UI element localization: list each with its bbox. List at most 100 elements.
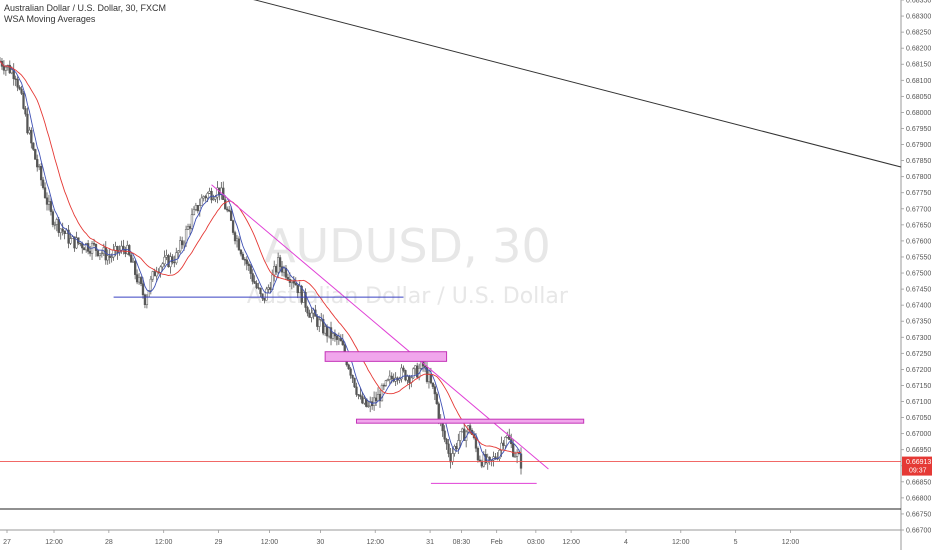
time-tick-label: 12:00 [562, 539, 580, 546]
price-tick-label: 0.67050 [906, 415, 931, 422]
candle-body [214, 196, 217, 200]
candle-body [455, 446, 458, 450]
candle-body [143, 294, 147, 305]
candle-body [188, 226, 192, 229]
candle-body [296, 284, 299, 294]
time-tick-label: 12:00 [155, 539, 173, 546]
candle-body [247, 263, 250, 266]
candle-body [175, 252, 178, 264]
candle-body [374, 397, 378, 402]
candle-body [231, 220, 235, 233]
candle-body [134, 260, 137, 275]
candle-body [112, 250, 115, 258]
candle-body [292, 280, 295, 284]
candle-body [351, 375, 354, 379]
price-tick-label: 0.67550 [906, 254, 931, 261]
symbol-title: Australian Dollar / U.S. Dollar, 30, FXC… [4, 3, 167, 13]
candle-body [228, 209, 231, 212]
candle-body [20, 88, 23, 94]
time-tick-label: 27 [3, 539, 11, 546]
candle-body [251, 273, 254, 282]
candle-body [63, 231, 66, 234]
candle-body [43, 187, 47, 199]
candle-body [412, 368, 415, 379]
candle-body [427, 374, 431, 382]
candle-body [265, 288, 268, 301]
candle-body [304, 292, 307, 308]
time-tick-label: 12:00 [672, 539, 690, 546]
candle-body [51, 211, 55, 225]
candle-body [253, 281, 256, 284]
candle-body [437, 403, 440, 420]
candle-body [235, 238, 239, 242]
candle-body [341, 340, 344, 346]
candle-body [229, 210, 233, 221]
candle-body [171, 256, 174, 263]
candle-body [306, 307, 309, 314]
candle-body [459, 431, 462, 441]
price-tick-label: 0.68050 [906, 94, 931, 101]
candle-body [363, 398, 366, 404]
candle-body [284, 267, 288, 278]
candle-body [275, 266, 278, 273]
candle-body [259, 288, 262, 295]
candle-body [512, 443, 515, 457]
candle-body [200, 197, 203, 206]
candle-body [269, 287, 272, 290]
candle-body [59, 228, 62, 233]
price-tick-label: 0.66800 [906, 495, 931, 502]
candle-body [208, 190, 211, 194]
candle-body [67, 229, 70, 244]
candle-body [114, 246, 117, 251]
candle-body [61, 228, 64, 232]
candle-body [55, 219, 58, 225]
time-tick-label: 12:00 [261, 539, 279, 546]
candle-body [468, 425, 472, 431]
time-tick-label: 30 [316, 539, 324, 546]
price-tick-label: 0.67600 [906, 238, 931, 245]
candle-body [457, 440, 460, 450]
time-tick-label: 12:00 [782, 539, 800, 546]
candle-body [335, 335, 339, 340]
candle-body [376, 394, 380, 402]
candle-body [186, 226, 190, 230]
candle-body [347, 364, 350, 370]
candle-body [4, 66, 8, 71]
candle-body [39, 165, 43, 181]
candle-body [282, 267, 286, 273]
price-tick-label: 0.67350 [906, 319, 931, 326]
candle-body [372, 397, 376, 407]
candle-body [506, 435, 509, 438]
price-tick-label: 0.67450 [906, 287, 931, 294]
candle-body [263, 297, 266, 301]
candle-body [161, 263, 164, 268]
candle-body [408, 376, 411, 383]
candle-body [416, 365, 419, 378]
candle-body [402, 367, 405, 371]
time-tick-label: 31 [426, 539, 434, 546]
candle-body [139, 277, 143, 284]
candle-body [480, 460, 483, 467]
candle-body [498, 450, 501, 459]
candle-body [210, 190, 213, 201]
candle-body [224, 199, 227, 210]
price-tick-label: 0.68200 [906, 46, 931, 53]
candle-body [14, 78, 17, 80]
watermark-description: Australian Dollar / U.S. Dollar [247, 284, 569, 309]
candle-body [206, 193, 209, 199]
price-tick-label: 0.66750 [906, 511, 931, 518]
ma-slow-line [0, 60, 522, 454]
candle-body [98, 253, 102, 257]
candle-body [298, 285, 301, 294]
price-tick-label: 0.68300 [906, 14, 931, 21]
lower-support-zone [355, 418, 585, 424]
candle-body [241, 253, 245, 260]
ma-fast-line [0, 60, 522, 461]
candle-body [30, 129, 33, 144]
candle-body [355, 386, 358, 395]
time-tick-label: 08:30 [453, 539, 471, 546]
time-tick-label: 5 [734, 539, 738, 546]
candle-body [513, 456, 517, 458]
candle-body [106, 255, 109, 261]
